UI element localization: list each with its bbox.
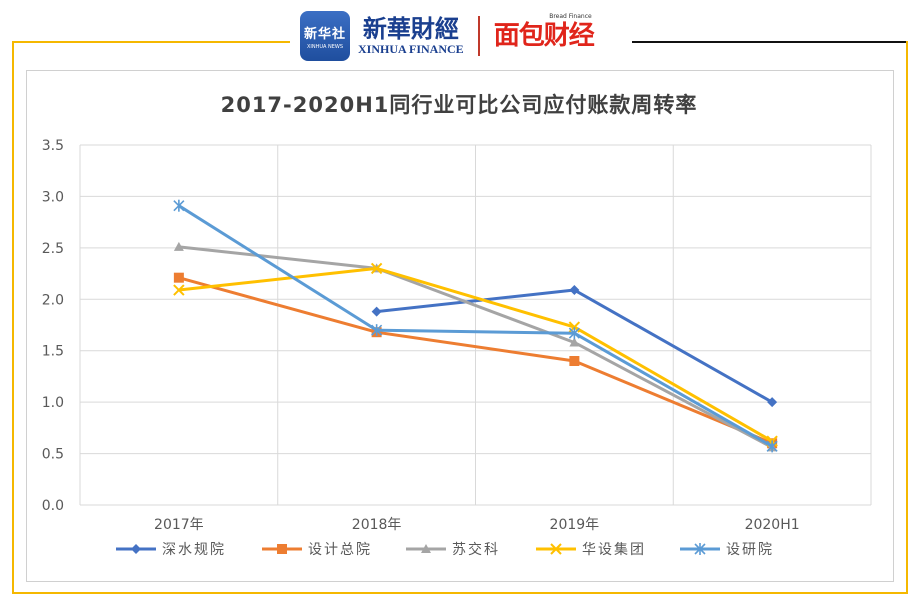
legend-marker (550, 543, 562, 555)
logo-divider (477, 16, 480, 56)
data-point-marker (767, 397, 778, 408)
y-tick-label: 1.5 (42, 344, 64, 360)
y-tick-label: 2.5 (42, 241, 64, 257)
data-point-marker (569, 285, 580, 296)
data-point-marker (173, 199, 185, 212)
data-point-marker (766, 440, 778, 453)
xinhua-finance-logo: 新華財經 XINHUA FINANCE (358, 13, 464, 56)
legend-item: 设研院 (680, 542, 774, 558)
chart-title: 2017-2020H1同行业可比公司应付账款周转率 (221, 93, 698, 117)
legend-label: 华设集团 (582, 541, 646, 558)
x-tick-label: 2019年 (550, 517, 600, 533)
y-tick-label: 1.0 (42, 395, 64, 411)
data-point-marker (569, 356, 580, 366)
legend-marker (421, 544, 431, 553)
data-point-marker (371, 306, 382, 317)
y-tick-label: 2.0 (42, 292, 64, 308)
data-point-marker (173, 284, 185, 296)
header-logos: 新华社 XINHUA NEWS 新華財經 XINHUA FINANCE Brea… (300, 8, 595, 64)
frame-bottom-line (12, 592, 908, 594)
y-tick-label: 3.0 (42, 189, 64, 205)
legend-label: 深水规院 (162, 542, 226, 558)
legend-marker (277, 544, 287, 554)
legend-label: 苏交科 (452, 541, 500, 558)
legend-label: 设计总院 (308, 542, 372, 558)
legend-item: 设计总院 (262, 542, 372, 558)
chart-area (26, 70, 894, 582)
x-tick-label: 2020H1 (745, 517, 800, 533)
frame-top-left-line (12, 41, 290, 43)
y-tick-label: 0.0 (42, 498, 64, 514)
legend-item: 苏交科 (406, 541, 500, 558)
data-point-marker (173, 272, 184, 283)
legend-label: 设研院 (726, 542, 774, 558)
legend-item: 深水规院 (116, 542, 226, 558)
bread-finance-logo: Bread Finance 面包财经 (493, 13, 595, 51)
y-tick-label: 0.5 (42, 447, 64, 463)
frame-top-right-line (632, 41, 908, 43)
legend-item: 华设集团 (536, 541, 646, 558)
data-point-marker (569, 337, 580, 347)
series-line-2 (178, 245, 773, 449)
frame-right-line (906, 41, 908, 594)
series-line-1 (178, 276, 773, 445)
x-tick-label: 2018年 (352, 517, 402, 533)
xinhua-news-logo: 新华社 XINHUA NEWS (300, 11, 350, 61)
data-point-marker (173, 241, 184, 251)
y-tick-label: 3.5 (42, 138, 64, 154)
legend-marker (694, 543, 706, 555)
series-line-4 (178, 204, 773, 448)
frame-left-line (12, 41, 14, 594)
data-point-marker (371, 324, 383, 337)
data-point-marker (568, 327, 580, 340)
x-tick-label: 2017年 (154, 517, 204, 533)
data-point-marker (370, 262, 383, 275)
series-line-3 (178, 266, 773, 443)
legend-marker (131, 544, 141, 554)
